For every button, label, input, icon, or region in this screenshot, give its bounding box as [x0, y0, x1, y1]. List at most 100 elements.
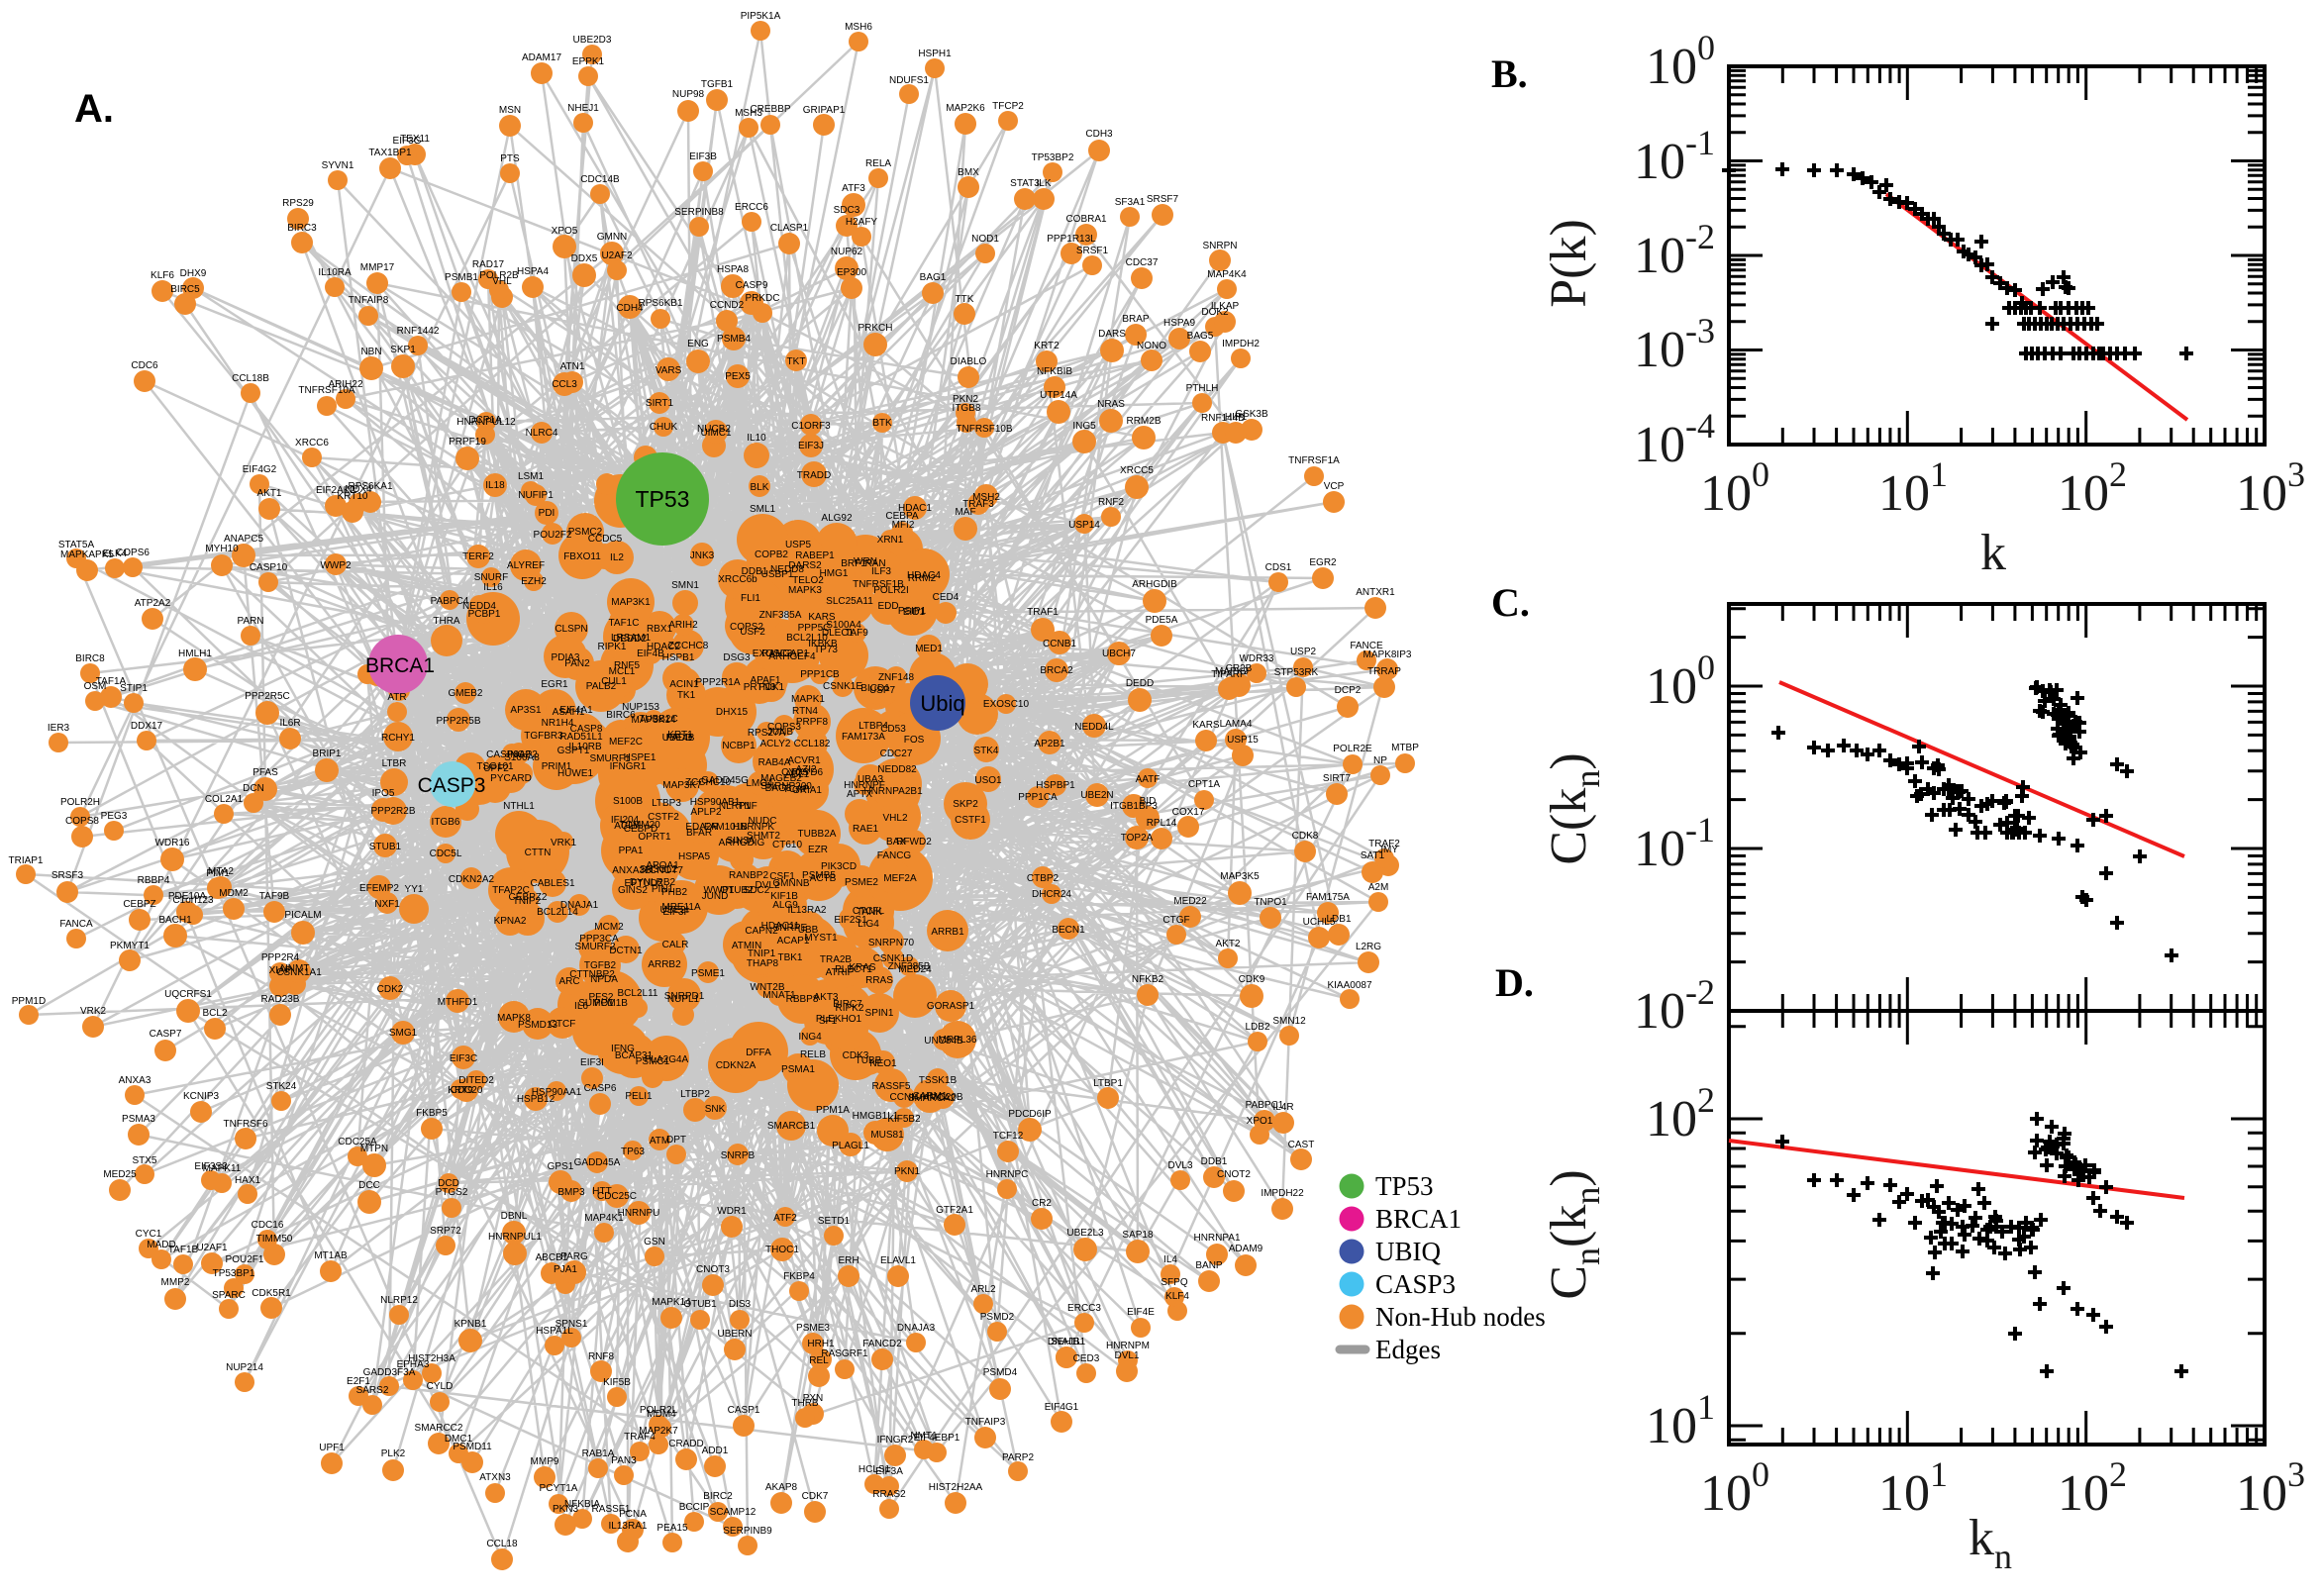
- svg-text:BRF1: BRF1: [841, 558, 866, 569]
- svg-text:FAM173A: FAM173A: [842, 732, 885, 743]
- svg-text:TGFB2: TGFB2: [584, 960, 617, 971]
- svg-text:RNF8: RNF8: [588, 1351, 615, 1362]
- svg-text:VHL2: VHL2: [882, 813, 907, 824]
- svg-text:XRN1: XRN1: [877, 535, 904, 546]
- svg-text:FADD: FADD: [666, 733, 693, 744]
- svg-text:DITED2: DITED2: [458, 1075, 494, 1086]
- svg-text:BIRC5: BIRC5: [170, 284, 200, 295]
- svg-text:MSH3: MSH3: [735, 108, 762, 119]
- svg-text:RASSF5: RASSF5: [872, 1081, 911, 1092]
- svg-text:PDIA3: PDIA3: [552, 652, 580, 663]
- svg-text:HSPE1: HSPE1: [624, 752, 656, 763]
- svg-text:MAP3K7: MAP3K7: [662, 780, 702, 791]
- svg-text:APOA1: APOA1: [646, 860, 679, 871]
- svg-text:KLF6: KLF6: [151, 270, 174, 281]
- svg-text:KCNIP3: KCNIP3: [183, 1091, 220, 1102]
- svg-text:MTHFD1: MTHFD1: [438, 997, 478, 1008]
- svg-text:UBCH7: UBCH7: [1102, 648, 1136, 659]
- svg-text:DFFA: DFFA: [746, 1047, 771, 1058]
- svg-text:SMG1: SMG1: [389, 1028, 418, 1039]
- svg-text:NLRC4: NLRC4: [526, 428, 558, 439]
- svg-text:HMG1: HMG1: [820, 568, 849, 579]
- svg-text:VCP: VCP: [1324, 481, 1345, 492]
- svg-text:HNRNPUL12: HNRNPUL12: [456, 417, 516, 428]
- svg-text:NEDD8: NEDD8: [770, 564, 804, 575]
- svg-text:CAST: CAST: [1288, 1140, 1315, 1150]
- svg-text:ANXA3B: ANXA3B: [612, 865, 652, 876]
- svg-text:TOP2A: TOP2A: [1121, 833, 1154, 844]
- svg-text:TKT: TKT: [787, 356, 806, 367]
- svg-text:SPIN1: SPIN1: [865, 1008, 894, 1019]
- svg-text:TNFRSF10B: TNFRSF10B: [956, 424, 1013, 435]
- svg-text:BACH1: BACH1: [158, 915, 192, 926]
- svg-text:103: 103: [2236, 454, 2305, 522]
- svg-text:ING4: ING4: [798, 1032, 822, 1043]
- svg-text:SPNS1: SPNS1: [556, 1319, 588, 1330]
- svg-text:PSMB1: PSMB1: [445, 272, 478, 283]
- svg-text:100: 100: [1646, 648, 1715, 715]
- svg-text:CDH4: CDH4: [616, 303, 644, 314]
- svg-text:CDK7: CDK7: [802, 1491, 829, 1502]
- svg-text:BECN1: BECN1: [1052, 925, 1085, 936]
- svg-text:IKBKB: IKBKB: [808, 639, 838, 649]
- svg-text:TGFBR3: TGFBR3: [524, 731, 563, 742]
- svg-text:FXYD6: FXYD6: [791, 767, 824, 778]
- svg-text:FAM101B: FAM101B: [704, 822, 748, 833]
- svg-text:TAF9: TAF9: [845, 628, 868, 639]
- svg-text:POU2F2: POU2F2: [534, 530, 572, 541]
- svg-text:GINS2: GINS2: [618, 885, 648, 896]
- svg-text:PSMC1: PSMC1: [636, 1056, 670, 1067]
- svg-text:A2M: A2M: [1368, 882, 1389, 893]
- svg-text:KRT9: KRT9: [448, 1085, 473, 1096]
- svg-text:APAF1: APAF1: [751, 675, 781, 686]
- svg-text:RCHY1: RCHY1: [381, 733, 415, 744]
- svg-text:EXOSC3: EXOSC3: [753, 648, 793, 659]
- svg-text:CASP1: CASP1: [728, 1405, 760, 1416]
- svg-text:NLRP1: NLRP1: [719, 801, 752, 812]
- svg-text:CASP6: CASP6: [584, 1083, 617, 1094]
- svg-text:TP53: TP53: [1375, 1171, 1434, 1201]
- svg-text:TNIP1: TNIP1: [748, 948, 776, 959]
- svg-text:FANCE: FANCE: [1350, 641, 1383, 651]
- svg-text:100: 100: [1700, 1454, 1769, 1522]
- svg-text:MMP17: MMP17: [360, 262, 395, 273]
- svg-text:SIN3A: SIN3A: [727, 836, 756, 847]
- svg-text:MTBP: MTBP: [1391, 743, 1419, 753]
- svg-text:SH3GL2: SH3GL2: [640, 864, 678, 875]
- svg-text:DIS3: DIS3: [729, 1299, 752, 1310]
- svg-text:ITGB6: ITGB6: [432, 817, 460, 828]
- svg-text:TCF12: TCF12: [993, 1131, 1024, 1142]
- svg-text:EZR: EZR: [808, 845, 828, 855]
- svg-text:EIF4B: EIF4B: [637, 648, 664, 659]
- svg-text:101: 101: [1646, 1387, 1715, 1454]
- svg-text:DHX15: DHX15: [716, 707, 749, 718]
- svg-text:ACLY: ACLY: [614, 821, 640, 832]
- svg-text:PPM1A: PPM1A: [816, 1105, 850, 1116]
- svg-text:HSPB1: HSPB1: [662, 652, 695, 663]
- svg-text:NEO1: NEO1: [869, 1058, 897, 1069]
- svg-text:SMURF2: SMURF2: [574, 942, 616, 952]
- svg-text:GADD45G: GADD45G: [701, 775, 749, 786]
- svg-text:CALR: CALR: [662, 940, 689, 950]
- svg-text:DBNL: DBNL: [501, 1211, 528, 1222]
- svg-text:CEBPD: CEBPD: [624, 824, 657, 835]
- svg-text:B.: B.: [1491, 51, 1528, 96]
- svg-text:LDB2: LDB2: [1245, 1022, 1269, 1033]
- svg-text:PIN1: PIN1: [652, 884, 674, 895]
- svg-text:BICD1: BICD1: [860, 683, 890, 694]
- svg-text:PPP2R2B: PPP2R2B: [370, 806, 415, 817]
- svg-text:RIPK2: RIPK2: [836, 1003, 864, 1014]
- svg-text:RPS6KA1: RPS6KA1: [348, 481, 392, 492]
- svg-text:EIF3B: EIF3B: [689, 151, 717, 162]
- svg-text:CYLD: CYLD: [427, 1381, 454, 1392]
- svg-text:TFCP2: TFCP2: [992, 101, 1024, 112]
- svg-text:EDD: EDD: [877, 601, 898, 612]
- svg-text:WDR33: WDR33: [1239, 653, 1273, 664]
- svg-text:NMT1: NMT1: [910, 1431, 938, 1442]
- svg-text:CDC25A: CDC25A: [338, 1137, 377, 1147]
- svg-text:CCL182: CCL182: [794, 739, 831, 749]
- svg-text:SRSF1: SRSF1: [1076, 246, 1109, 256]
- svg-text:ATRIP: ATRIP: [826, 967, 855, 978]
- svg-text:10-2: 10-2: [1634, 972, 1715, 1040]
- svg-text:SMN12: SMN12: [1272, 1016, 1306, 1027]
